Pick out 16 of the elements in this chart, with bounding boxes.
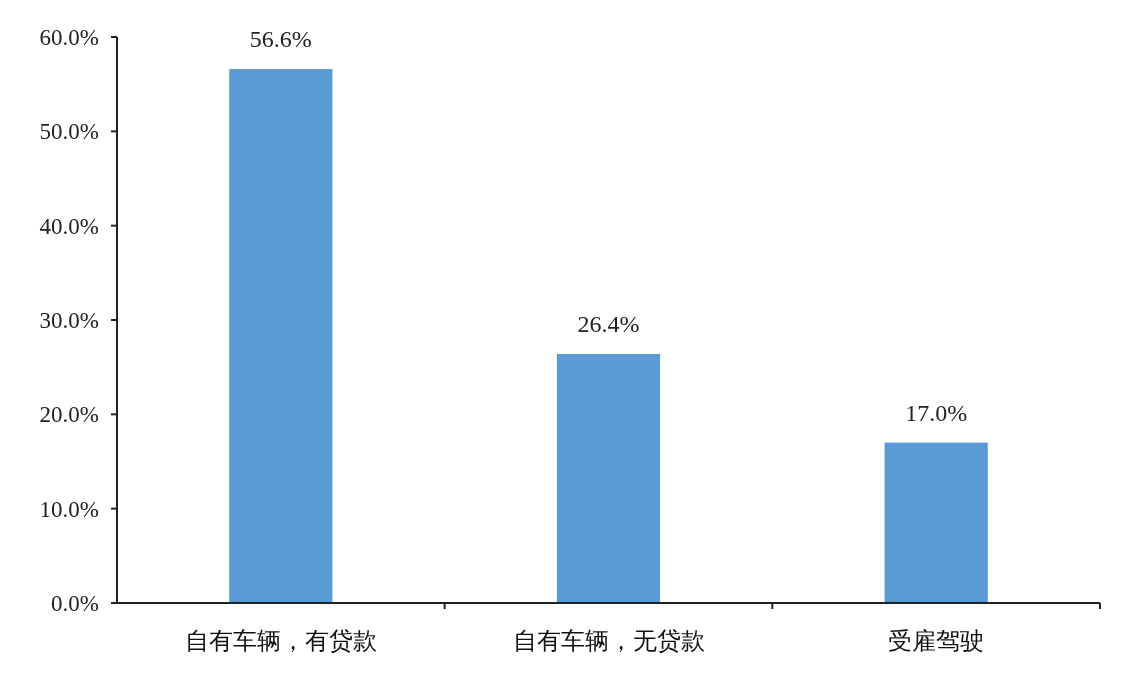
bar bbox=[884, 442, 988, 603]
y-tick-label: 10.0% bbox=[39, 496, 99, 522]
data-label: 17.0% bbox=[905, 399, 968, 426]
y-tick-label: 60.0% bbox=[39, 25, 99, 50]
data-label: 56.6% bbox=[249, 26, 312, 53]
bar bbox=[556, 353, 661, 603]
y-tick-label: 20.0% bbox=[39, 402, 99, 428]
y-tick-label: 30.0% bbox=[39, 308, 99, 333]
y-tick-label: 40.0% bbox=[39, 213, 99, 239]
bar bbox=[229, 69, 333, 603]
y-tick-label: 50.0% bbox=[39, 119, 99, 145]
data-label: 26.4% bbox=[577, 310, 640, 337]
x-tick-label: 自有车辆，有贷款 bbox=[184, 627, 377, 655]
y-tick-label: 0.0% bbox=[51, 591, 99, 616]
x-tick-label: 受雇驾驶 bbox=[888, 627, 985, 655]
x-tick-label: 自有车辆，无贷款 bbox=[512, 627, 705, 655]
